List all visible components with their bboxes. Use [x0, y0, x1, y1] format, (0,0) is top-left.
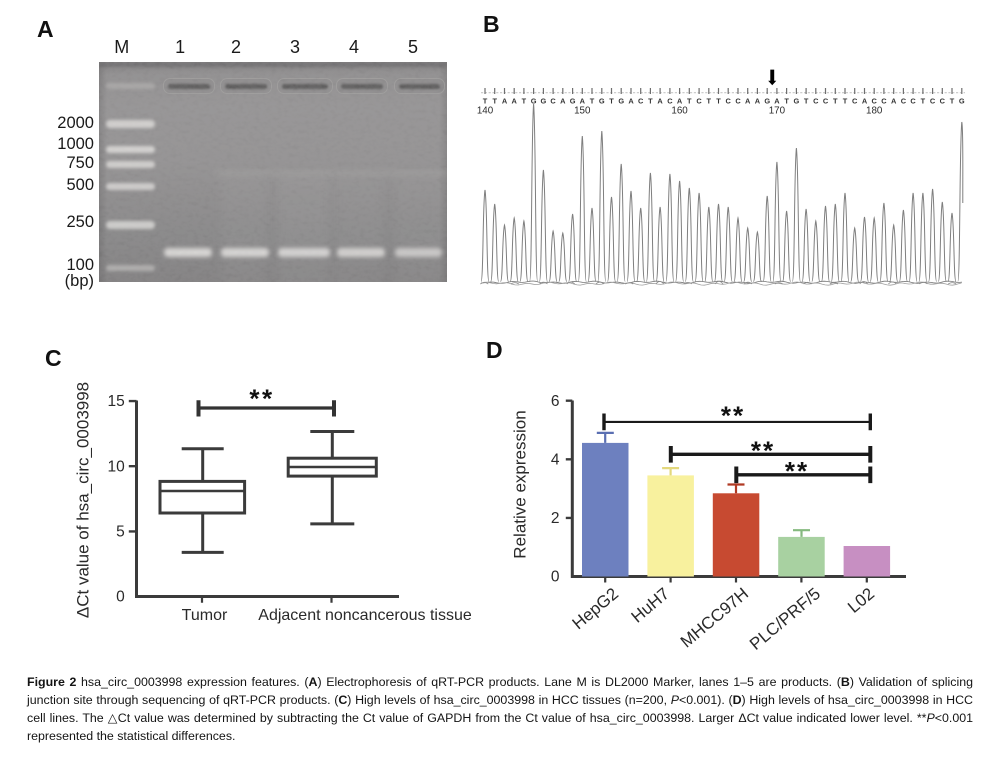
svg-text:**: ** [785, 456, 809, 486]
svg-text:**: ** [751, 435, 775, 465]
svg-text:A: A [628, 97, 634, 106]
svg-text:T: T [609, 97, 614, 106]
svg-text:G: G [794, 97, 800, 106]
svg-text:C: C [852, 97, 858, 106]
svg-text:G: G [531, 97, 537, 106]
svg-text:PLC/PRF/5: PLC/PRF/5 [746, 584, 824, 654]
svg-text:C: C [735, 97, 741, 106]
svg-text:T: T [833, 97, 838, 106]
svg-text:T: T [950, 97, 955, 106]
svg-text:T: T [648, 97, 653, 106]
svg-text:T: T [716, 97, 721, 106]
svg-text:ΔCt value of hsa_circ_0003998: ΔCt value of hsa_circ_0003998 [74, 382, 93, 618]
svg-text:T: T [590, 97, 595, 106]
svg-text:T: T [843, 97, 848, 106]
svg-text:0: 0 [551, 569, 560, 586]
svg-text:T: T [522, 97, 527, 106]
svg-text:180: 180 [866, 106, 883, 117]
svg-text:10: 10 [108, 458, 126, 475]
svg-text:T: T [921, 97, 926, 106]
svg-text:G: G [541, 97, 547, 106]
svg-text:170: 170 [769, 106, 786, 117]
svg-text:A: A [774, 97, 780, 106]
svg-text:T: T [492, 97, 497, 106]
svg-text:Relative expression: Relative expression [511, 410, 530, 558]
svg-text:C: C [930, 97, 936, 106]
svg-text:G: G [618, 97, 624, 106]
svg-text:150: 150 [574, 106, 591, 117]
svg-text:160: 160 [671, 106, 688, 117]
svg-text:15: 15 [108, 393, 125, 410]
svg-text:**: ** [721, 400, 745, 430]
svg-text:Adjacent noncancerous tissue: Adjacent noncancerous tissue [258, 607, 472, 624]
svg-text:C: C [696, 97, 702, 106]
svg-text:0: 0 [116, 589, 125, 606]
svg-text:HepG2: HepG2 [569, 584, 622, 633]
svg-text:G: G [599, 97, 605, 106]
svg-text:140: 140 [477, 106, 494, 117]
svg-text:C: C [813, 97, 819, 106]
svg-text:MHCC97H: MHCC97H [677, 584, 752, 651]
svg-text:T: T [687, 97, 692, 106]
svg-text:A: A [677, 97, 683, 106]
svg-text:C: C [881, 97, 887, 106]
svg-text:G: G [764, 97, 770, 106]
svg-text:A: A [560, 97, 566, 106]
svg-text:4: 4 [551, 452, 560, 469]
svg-text:T: T [784, 97, 789, 106]
svg-text:A: A [580, 97, 586, 106]
svg-text:C: C [667, 97, 673, 106]
svg-text:C: C [550, 97, 556, 106]
svg-text:T: T [707, 97, 712, 106]
svg-text:C: C [823, 97, 829, 106]
svg-text:G: G [570, 97, 576, 106]
svg-text:C: C [726, 97, 732, 106]
svg-text:A: A [755, 97, 761, 106]
svg-text:T: T [483, 97, 488, 106]
svg-text:A: A [745, 97, 751, 106]
svg-text:C: C [872, 97, 878, 106]
svg-text:6: 6 [551, 393, 560, 410]
svg-text:T: T [804, 97, 809, 106]
svg-text:Tumor: Tumor [182, 607, 228, 624]
svg-text:5: 5 [116, 524, 125, 541]
svg-text:**: ** [249, 383, 274, 413]
svg-text:A: A [512, 97, 518, 106]
svg-text:C: C [638, 97, 644, 106]
svg-text:A: A [657, 97, 663, 106]
svg-text:G: G [959, 97, 965, 106]
svg-text:A: A [502, 97, 508, 106]
svg-text:A: A [862, 97, 868, 106]
svg-text:C: C [910, 97, 916, 106]
svg-text:L02: L02 [844, 584, 878, 617]
svg-text:C: C [901, 97, 907, 106]
svg-text:2: 2 [551, 510, 560, 527]
svg-text:A: A [891, 97, 897, 106]
svg-text:HuH7: HuH7 [628, 584, 674, 626]
svg-text:C: C [940, 97, 946, 106]
